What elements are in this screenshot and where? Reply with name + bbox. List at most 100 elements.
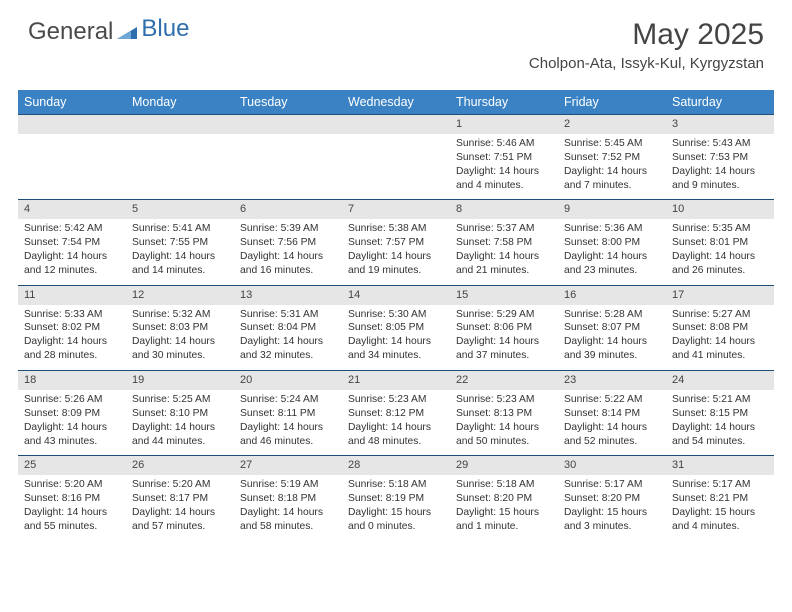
- weekday-header: Friday: [558, 90, 666, 115]
- daylight-line: Daylight: 14 hours and 58 minutes.: [240, 506, 336, 534]
- sunset-line: Sunset: 8:00 PM: [564, 236, 660, 250]
- day-content-cell: Sunrise: 5:45 AMSunset: 7:52 PMDaylight:…: [558, 134, 666, 200]
- sunset-line: Sunset: 7:55 PM: [132, 236, 228, 250]
- empty-cell: [234, 115, 342, 134]
- day-number-cell: 1: [450, 115, 558, 134]
- sunset-line: Sunset: 8:10 PM: [132, 407, 228, 421]
- daylight-line: Daylight: 14 hours and 9 minutes.: [672, 165, 768, 193]
- day-content-cell: Sunrise: 5:22 AMSunset: 8:14 PMDaylight:…: [558, 390, 666, 456]
- sunrise-line: Sunrise: 5:45 AM: [564, 137, 660, 151]
- empty-cell: [126, 115, 234, 134]
- sunrise-line: Sunrise: 5:38 AM: [348, 222, 444, 236]
- sunrise-line: Sunrise: 5:23 AM: [456, 393, 552, 407]
- day-number-cell: 14: [342, 285, 450, 304]
- day-number-cell: 4: [18, 200, 126, 219]
- day-number-cell: 27: [234, 456, 342, 475]
- day-number-cell: 25: [18, 456, 126, 475]
- empty-cell: [126, 134, 234, 200]
- day-number-cell: 12: [126, 285, 234, 304]
- day-number-cell: 18: [18, 371, 126, 390]
- sunrise-line: Sunrise: 5:23 AM: [348, 393, 444, 407]
- sunrise-line: Sunrise: 5:43 AM: [672, 137, 768, 151]
- day-content-cell: Sunrise: 5:18 AMSunset: 8:20 PMDaylight:…: [450, 475, 558, 541]
- sunrise-line: Sunrise: 5:17 AM: [564, 478, 660, 492]
- sunset-line: Sunset: 7:56 PM: [240, 236, 336, 250]
- daylight-line: Daylight: 14 hours and 32 minutes.: [240, 335, 336, 363]
- day-content-cell: Sunrise: 5:42 AMSunset: 7:54 PMDaylight:…: [18, 219, 126, 285]
- day-content-cell: Sunrise: 5:27 AMSunset: 8:08 PMDaylight:…: [666, 305, 774, 371]
- day-content-cell: Sunrise: 5:20 AMSunset: 8:16 PMDaylight:…: [18, 475, 126, 541]
- title-block: May 2025 Cholpon-Ata, Issyk-Kul, Kyrgyzs…: [529, 18, 764, 72]
- day-number-cell: 17: [666, 285, 774, 304]
- daylight-line: Daylight: 14 hours and 23 minutes.: [564, 250, 660, 278]
- day-number-cell: 2: [558, 115, 666, 134]
- day-content-cell: Sunrise: 5:20 AMSunset: 8:17 PMDaylight:…: [126, 475, 234, 541]
- month-title: May 2025: [529, 18, 764, 51]
- day-number-cell: 13: [234, 285, 342, 304]
- day-number-cell: 23: [558, 371, 666, 390]
- daylight-line: Daylight: 14 hours and 16 minutes.: [240, 250, 336, 278]
- sunrise-line: Sunrise: 5:39 AM: [240, 222, 336, 236]
- sunrise-line: Sunrise: 5:31 AM: [240, 308, 336, 322]
- sunrise-line: Sunrise: 5:24 AM: [240, 393, 336, 407]
- daylight-line: Daylight: 14 hours and 37 minutes.: [456, 335, 552, 363]
- daylight-line: Daylight: 14 hours and 39 minutes.: [564, 335, 660, 363]
- sunset-line: Sunset: 7:57 PM: [348, 236, 444, 250]
- daylight-line: Daylight: 14 hours and 57 minutes.: [132, 506, 228, 534]
- day-number-cell: 31: [666, 456, 774, 475]
- sunset-line: Sunset: 8:13 PM: [456, 407, 552, 421]
- daylight-line: Daylight: 14 hours and 44 minutes.: [132, 421, 228, 449]
- day-number-cell: 10: [666, 200, 774, 219]
- daylight-line: Daylight: 14 hours and 21 minutes.: [456, 250, 552, 278]
- sunrise-line: Sunrise: 5:28 AM: [564, 308, 660, 322]
- day-number-row: 45678910: [18, 200, 774, 219]
- daylight-line: Daylight: 14 hours and 52 minutes.: [564, 421, 660, 449]
- daylight-line: Daylight: 14 hours and 50 minutes.: [456, 421, 552, 449]
- day-content-cell: Sunrise: 5:25 AMSunset: 8:10 PMDaylight:…: [126, 390, 234, 456]
- daylight-line: Daylight: 14 hours and 55 minutes.: [24, 506, 120, 534]
- location-text: Cholpon-Ata, Issyk-Kul, Kyrgyzstan: [529, 55, 764, 72]
- daylight-line: Daylight: 14 hours and 28 minutes.: [24, 335, 120, 363]
- day-number-cell: 19: [126, 371, 234, 390]
- weekday-header: Wednesday: [342, 90, 450, 115]
- sunrise-line: Sunrise: 5:27 AM: [672, 308, 768, 322]
- empty-cell: [18, 115, 126, 134]
- sunrise-line: Sunrise: 5:36 AM: [564, 222, 660, 236]
- sunset-line: Sunset: 8:17 PM: [132, 492, 228, 506]
- day-number-cell: 26: [126, 456, 234, 475]
- sunset-line: Sunset: 8:07 PM: [564, 321, 660, 335]
- logo-text-blue: Blue: [141, 15, 189, 43]
- logo-triangle-icon: [117, 18, 137, 46]
- sunset-line: Sunset: 8:19 PM: [348, 492, 444, 506]
- page-header: General Blue May 2025 Cholpon-Ata, Issyk…: [0, 0, 792, 80]
- day-content-cell: Sunrise: 5:35 AMSunset: 8:01 PMDaylight:…: [666, 219, 774, 285]
- sunset-line: Sunset: 8:21 PM: [672, 492, 768, 506]
- day-number-row: 11121314151617: [18, 285, 774, 304]
- sunrise-line: Sunrise: 5:29 AM: [456, 308, 552, 322]
- sunrise-line: Sunrise: 5:21 AM: [672, 393, 768, 407]
- sunset-line: Sunset: 7:58 PM: [456, 236, 552, 250]
- sunset-line: Sunset: 7:51 PM: [456, 151, 552, 165]
- day-content-cell: Sunrise: 5:26 AMSunset: 8:09 PMDaylight:…: [18, 390, 126, 456]
- day-content-cell: Sunrise: 5:46 AMSunset: 7:51 PMDaylight:…: [450, 134, 558, 200]
- sunrise-line: Sunrise: 5:33 AM: [24, 308, 120, 322]
- day-number-cell: 20: [234, 371, 342, 390]
- sunrise-line: Sunrise: 5:41 AM: [132, 222, 228, 236]
- daylight-line: Daylight: 14 hours and 34 minutes.: [348, 335, 444, 363]
- daylight-line: Daylight: 15 hours and 3 minutes.: [564, 506, 660, 534]
- daylight-line: Daylight: 14 hours and 26 minutes.: [672, 250, 768, 278]
- day-number-cell: 22: [450, 371, 558, 390]
- sunset-line: Sunset: 8:05 PM: [348, 321, 444, 335]
- day-number-cell: 8: [450, 200, 558, 219]
- sunset-line: Sunset: 8:08 PM: [672, 321, 768, 335]
- daylight-line: Daylight: 14 hours and 7 minutes.: [564, 165, 660, 193]
- sunset-line: Sunset: 8:09 PM: [24, 407, 120, 421]
- sunrise-line: Sunrise: 5:19 AM: [240, 478, 336, 492]
- weekday-header: Tuesday: [234, 90, 342, 115]
- sunset-line: Sunset: 8:02 PM: [24, 321, 120, 335]
- empty-cell: [342, 134, 450, 200]
- daylight-line: Daylight: 14 hours and 30 minutes.: [132, 335, 228, 363]
- sunset-line: Sunset: 8:14 PM: [564, 407, 660, 421]
- day-number-row: 25262728293031: [18, 456, 774, 475]
- daylight-line: Daylight: 14 hours and 12 minutes.: [24, 250, 120, 278]
